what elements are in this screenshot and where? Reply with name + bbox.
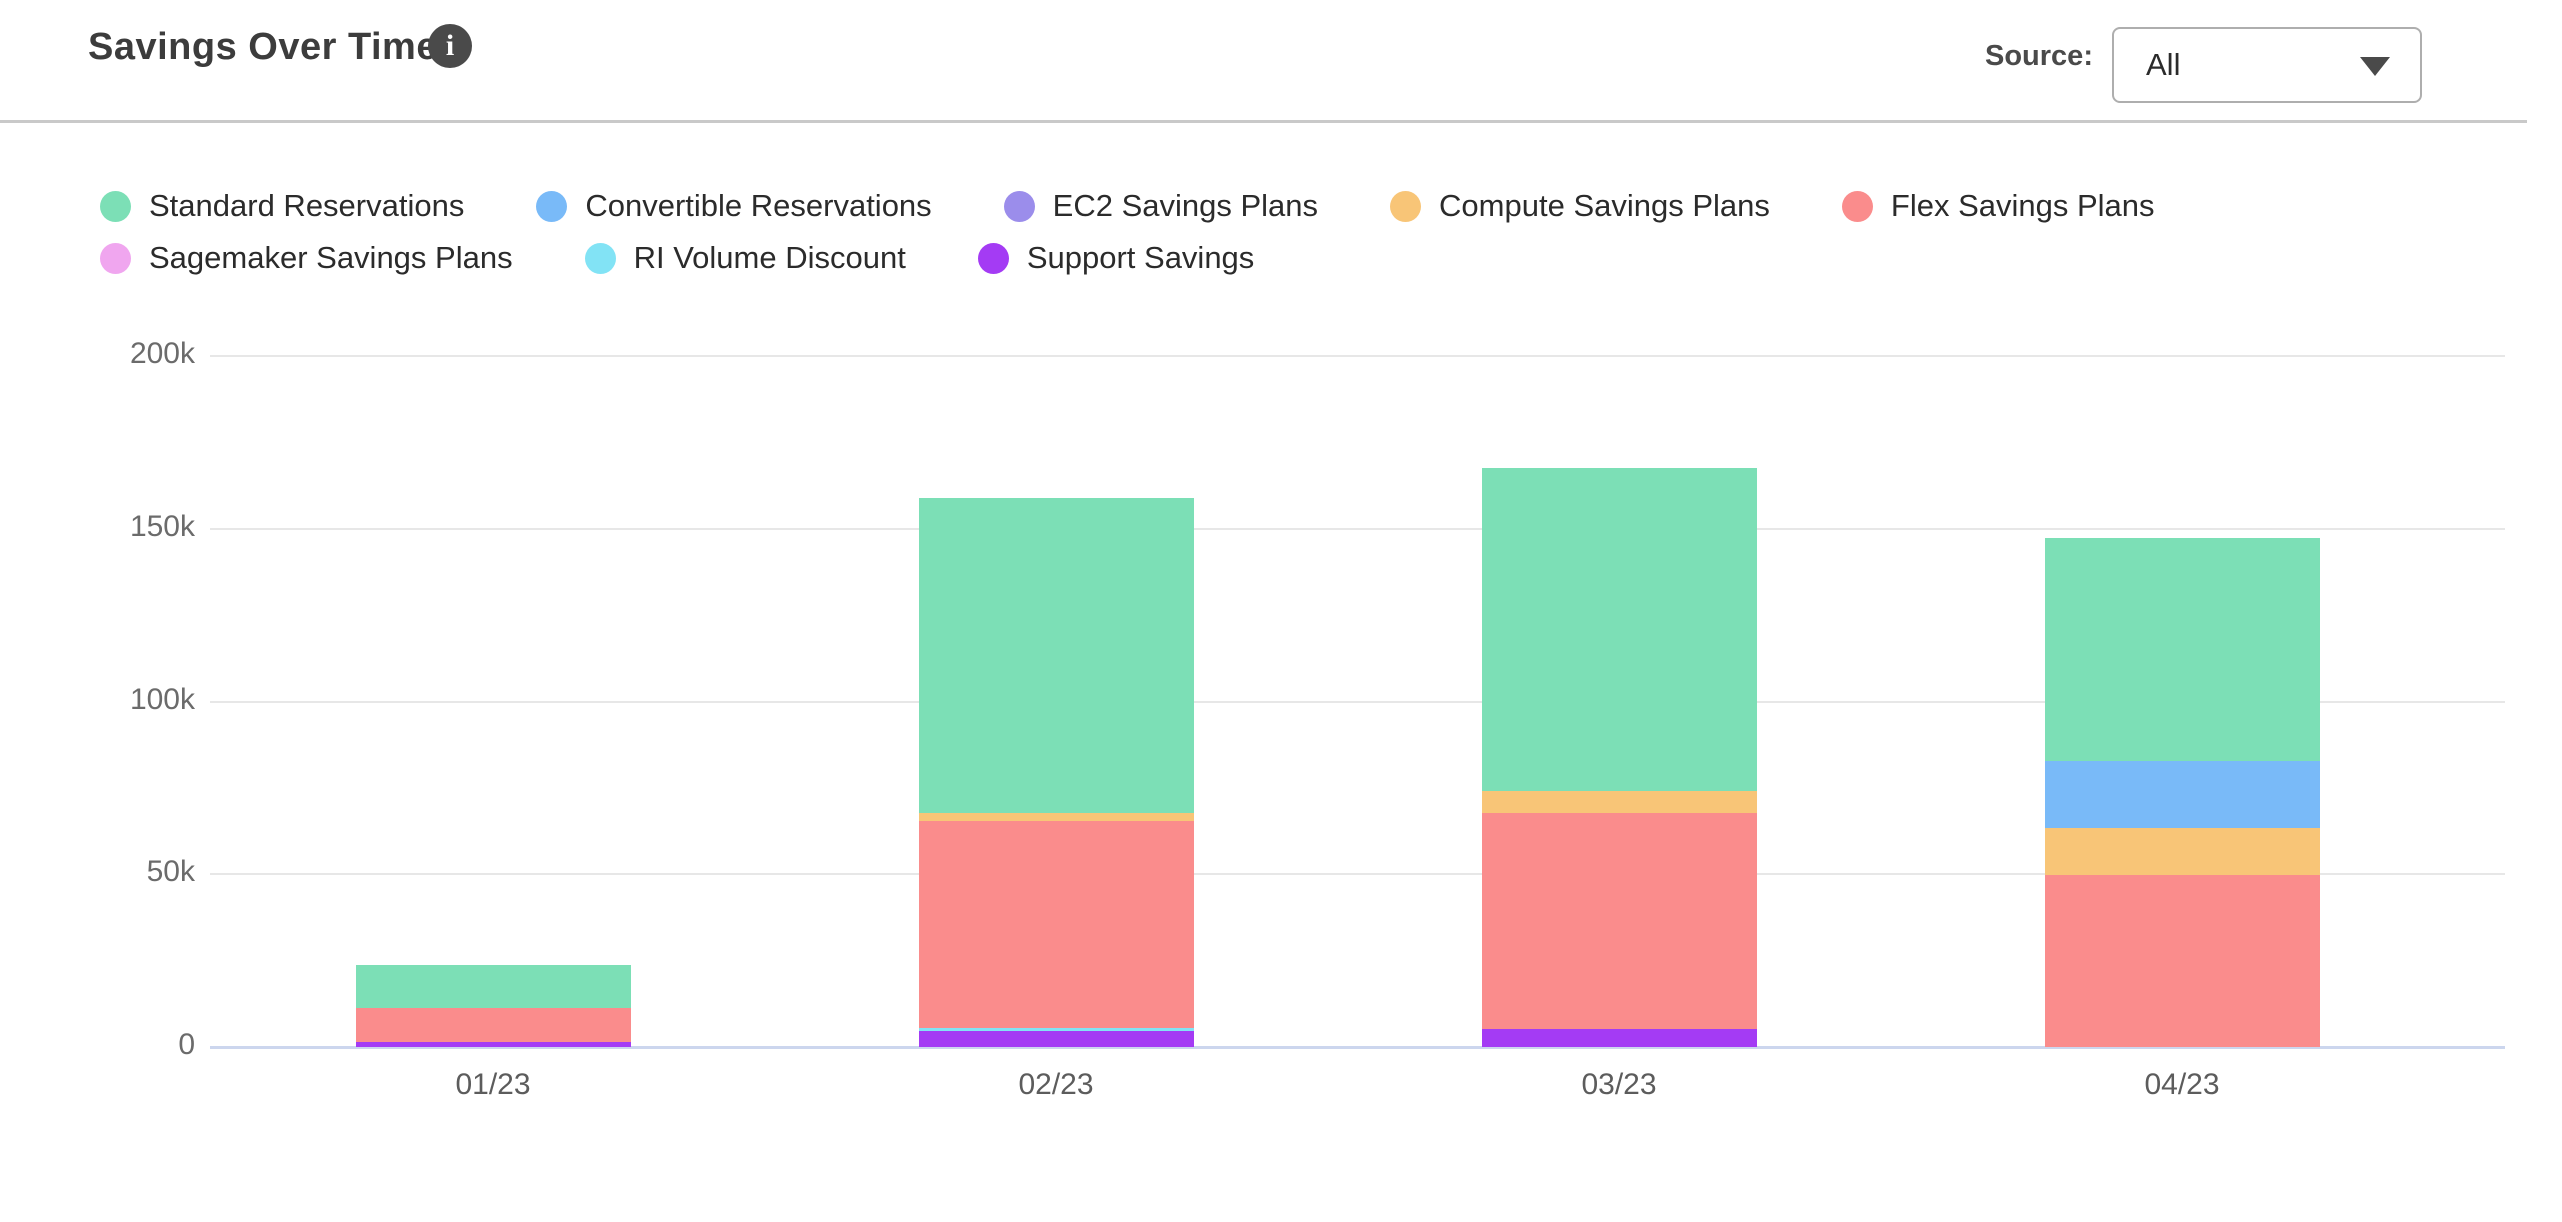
y-gridline (210, 527, 2505, 530)
bar-segment-ri-volume-discount[interactable] (918, 1027, 1194, 1032)
legend-item-sagemaker-savings-plans[interactable]: Sagemaker Savings Plans (100, 240, 513, 276)
y-axis-tick-label: 50k (146, 855, 195, 889)
legend-dot-icon (1003, 190, 1035, 222)
legend-dot-icon (584, 242, 616, 274)
bar-segment-flex-savings-plans[interactable] (355, 1007, 631, 1043)
legend-item-flex-savings-plans[interactable]: Flex Savings Plans (1841, 188, 2155, 224)
x-axis-tick-label: 02/23 (1018, 1068, 1094, 1101)
bar-segment-standard-reservations[interactable] (1481, 467, 1757, 791)
x-axis-tick-label: 04/23 (2144, 1068, 2220, 1101)
x-axis-tick-label: 03/23 (1581, 1068, 1657, 1101)
legend-item-convertible-reservations[interactable]: Convertible Reservations (536, 188, 932, 224)
bar-segment-flex-savings-plans[interactable] (1481, 813, 1757, 1030)
legend-dot-icon (100, 242, 131, 274)
bar-segment-standard-reservations[interactable] (918, 498, 1194, 814)
x-axis-tick-label: 01/23 (455, 1068, 531, 1101)
legend-item-support-savings[interactable]: Support Savings (977, 240, 1255, 276)
legend-label: Flex Savings Plans (1890, 188, 2155, 223)
legend-label: Standard Reservations (149, 188, 465, 223)
legend-item-standard-reservations[interactable]: Standard Reservations (100, 188, 464, 224)
legend-item-ec2-savings-plans[interactable]: EC2 Savings Plans (1003, 188, 1319, 224)
legend-label: Compute Savings Plans (1439, 188, 1770, 223)
bar-segment-flex-savings-plans[interactable] (2044, 874, 2320, 1047)
source-label: Source: (1985, 40, 2093, 72)
bar-segment-support-savings[interactable] (1481, 1029, 1757, 1047)
legend-dot-icon (977, 242, 1009, 274)
legend-label: Sagemaker Savings Plans (149, 240, 513, 275)
chart-legend: Standard Reservations Convertible Reserva… (100, 188, 2380, 276)
header: Savings Over Time i Source: All (0, 0, 2562, 122)
y-axis-tick-label: 150k (129, 509, 195, 543)
bar-segment-flex-savings-plans[interactable] (918, 821, 1194, 1028)
legend-item-compute-savings-plans[interactable]: Compute Savings Plans (1390, 188, 1770, 224)
bar-segment-support-savings[interactable] (355, 1042, 631, 1047)
legend-label: EC2 Savings Plans (1052, 188, 1319, 223)
bar-segment-standard-reservations[interactable] (355, 965, 631, 1008)
legend-dot-icon (1841, 190, 1873, 222)
header-divider (0, 120, 2527, 123)
source-dropdown-value: All (2146, 47, 2181, 82)
source-dropdown[interactable]: All (2112, 27, 2422, 103)
info-icon[interactable]: i (428, 24, 472, 68)
y-axis-tick-label: 0 (178, 1028, 195, 1061)
bar-segment-compute-savings-plans[interactable] (2044, 827, 2320, 875)
bar-segment-support-savings[interactable] (918, 1031, 1194, 1047)
y-gridline (210, 355, 2505, 357)
legend-dot-icon (536, 190, 568, 222)
y-gridline (210, 700, 2505, 703)
bar-segment-compute-savings-plans[interactable] (918, 813, 1194, 822)
x-axis-line (210, 1046, 2505, 1049)
bar-segment-standard-reservations[interactable] (2044, 538, 2320, 761)
legend-label: RI Volume Discount (633, 240, 906, 275)
chevron-down-icon (2360, 57, 2390, 76)
legend-item-ri-volume-discount[interactable]: RI Volume Discount (584, 240, 906, 276)
legend-dot-icon (1390, 190, 1422, 222)
bar-segment-convertible-reservations[interactable] (2044, 760, 2320, 828)
bar-segment-compute-savings-plans[interactable] (1481, 790, 1757, 814)
y-gridline (210, 873, 2505, 876)
legend-dot-icon (100, 190, 131, 222)
y-axis-tick-label: 100k (129, 682, 195, 716)
legend-label: Support Savings (1026, 240, 1255, 275)
page-title: Savings Over Time (88, 26, 438, 68)
legend-label: Convertible Reservations (585, 188, 932, 223)
y-axis-tick-label: 200k (129, 337, 195, 370)
